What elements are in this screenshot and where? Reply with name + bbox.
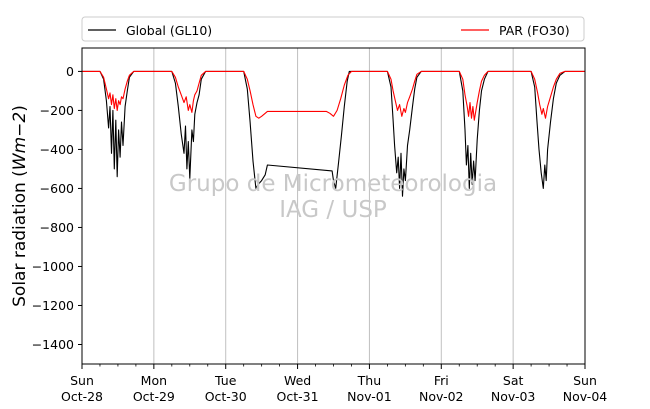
x-tick-day-2: Tue [214,373,237,388]
series-par-line [82,70,585,121]
legend-frame [81,16,585,42]
x-tick-date-3: Oct-31 [277,389,319,404]
y-tick-label-0: 0 [66,64,74,79]
legend-par-label: PAR (FO30) [499,23,570,38]
y-axis-label-text: Solar radiation [10,182,30,307]
x-tick-date-7: Nov-04 [563,389,608,404]
series-global-line [82,70,585,197]
y-tick-label-2: −400 [40,142,74,157]
y-axis-label-unit: Wm−2 [10,112,30,170]
x-tick-date-1: Oct-29 [133,389,175,404]
series-layer [82,70,585,197]
y-axis: 0 −200 −400 −600 −800 −1000 −1200 −1400 [32,64,82,352]
x-tick-day-0: Sun [70,373,94,388]
plot-area: Grupo de Micrometeorologia IAG / USP [81,47,586,365]
x-tick-date-0: Oct-28 [61,389,103,404]
x-tick-day-6: Sat [503,373,524,388]
y-tick-label-7: −1400 [32,337,74,352]
x-tick-day-7: Sun [573,373,597,388]
y-tick-label-3: −600 [40,181,74,196]
watermark-line-2: IAG / USP [279,197,387,223]
x-tick-day-4: Thu [357,373,381,388]
x-tick-day-1: Mon [141,373,167,388]
x-tick-date-2: Oct-30 [205,389,247,404]
y-tick-label-5: −1000 [32,259,74,274]
grid [153,48,514,364]
y-tick-label-4: −800 [40,220,74,235]
x-tick-date-6: Nov-03 [491,389,535,404]
y-axis-label: Solar radiation (Wm−2) [10,105,30,307]
y-tick-label-6: −1200 [32,298,74,313]
legend: Global (GL10) PAR (FO30) [81,16,585,42]
x-tick-date-4: Nov-01 [347,389,391,404]
x-tick-day-5: Fri [434,373,449,388]
x-tick-date-5: Nov-02 [419,389,463,404]
x-tick-day-3: Wed [284,373,311,388]
watermark: Grupo de Micrometeorologia IAG / USP [169,171,497,223]
y-tick-label-1: −200 [40,103,74,118]
x-axis: SunOct-28MonOct-29TueOct-30WedOct-31ThuN… [61,364,607,404]
legend-global-label: Global (GL10) [126,23,212,38]
watermark-line-1: Grupo de Micrometeorologia [169,171,497,197]
